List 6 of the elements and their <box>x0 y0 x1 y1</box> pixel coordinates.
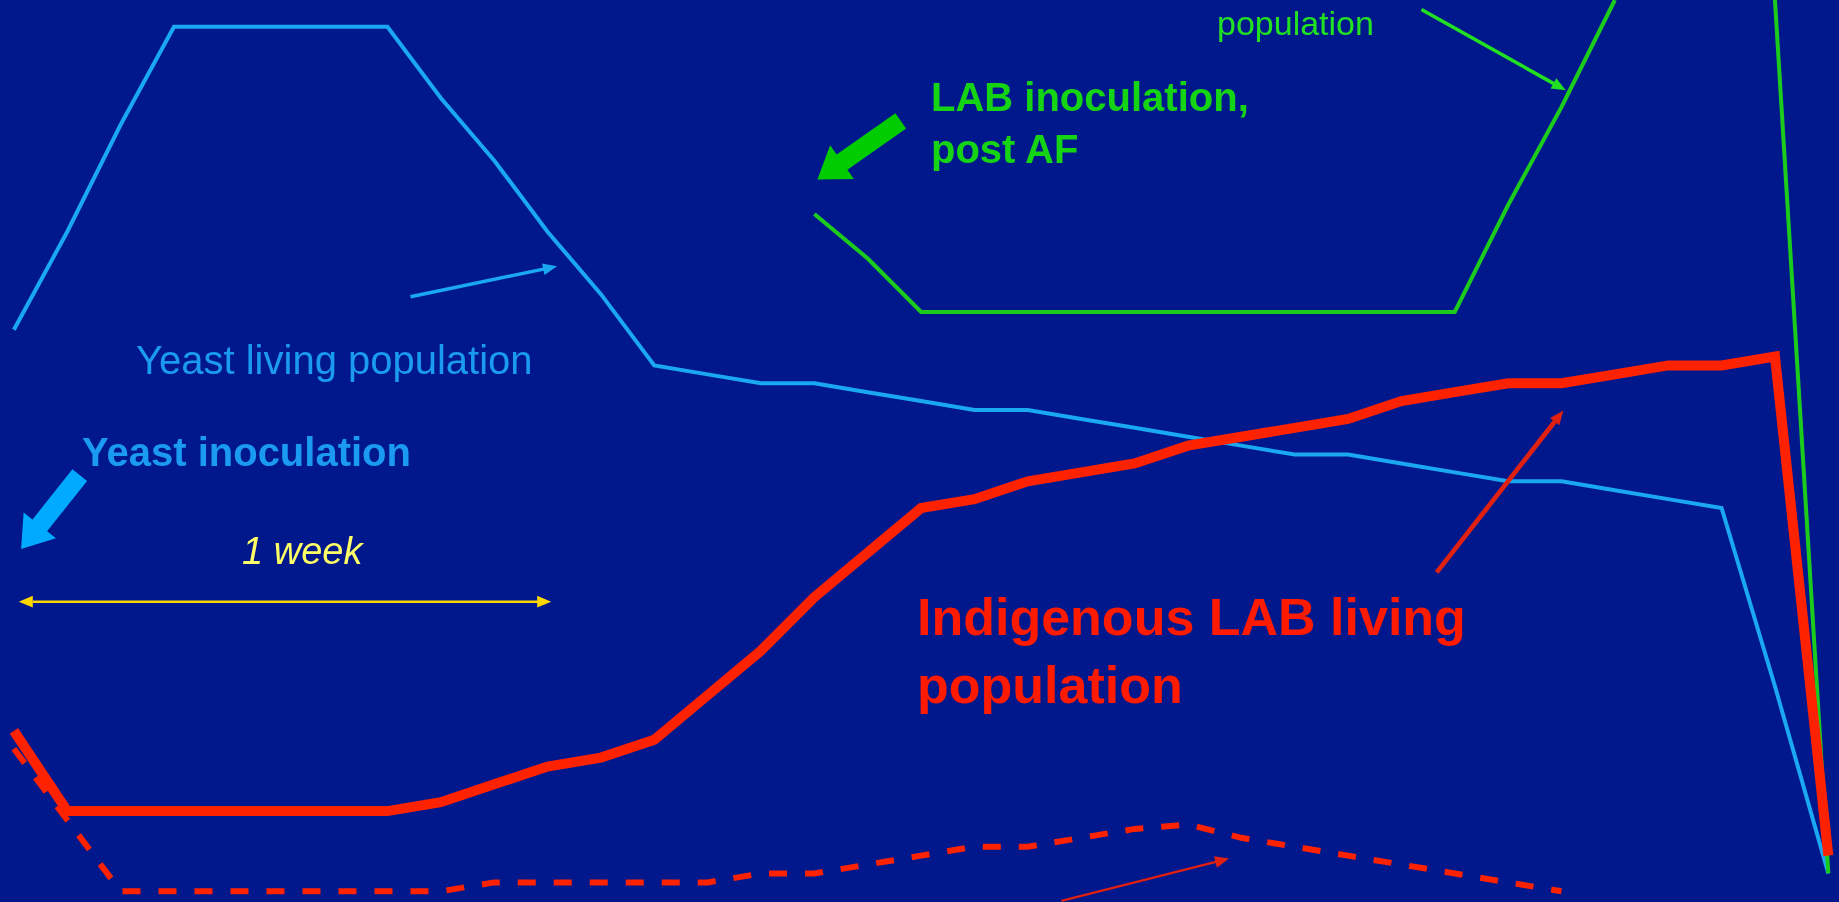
annotation: LAB inoculation, post AF <box>931 75 1249 171</box>
annotation: population <box>1217 4 1374 42</box>
annotation: Yeast inoculation <box>82 430 411 474</box>
annotation: 1 week <box>242 530 365 572</box>
annotation: Yeast living population <box>136 338 533 382</box>
annotation: Indigenous LAB living population <box>917 588 1466 714</box>
